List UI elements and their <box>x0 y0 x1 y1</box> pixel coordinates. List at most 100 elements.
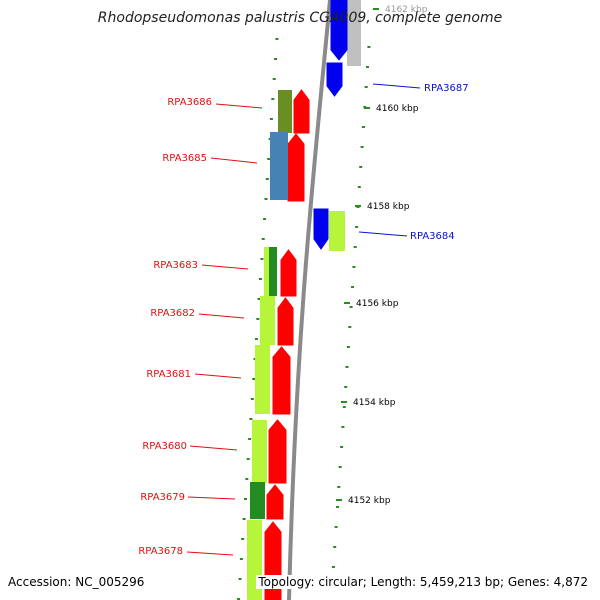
map-title: Rhodopseudomonas palustris CGA009, compl… <box>97 10 503 26</box>
tick-mark <box>361 126 365 128</box>
tick-mark <box>353 246 357 248</box>
ruler-label: 4152 kbp <box>348 496 391 506</box>
tick-mark <box>355 226 359 228</box>
tick-mark <box>250 398 254 400</box>
tick-mark <box>249 418 253 420</box>
tick-mark <box>341 426 345 428</box>
gene-label[interactable]: RPA3678 <box>138 546 183 557</box>
tick-mark <box>241 538 245 540</box>
tick-mark <box>344 386 348 388</box>
gene-arrow <box>313 208 329 250</box>
ruler-label: 4162 kbp <box>385 5 428 15</box>
gene-label[interactable]: RPA3685 <box>162 153 207 164</box>
gene-leader-line <box>194 373 242 379</box>
ruler-tick <box>373 8 379 10</box>
gene-arrow <box>280 249 297 297</box>
gene-cog-bar <box>347 0 361 66</box>
gene-labels: RPA3687 RPA3686 RPA3685 RPA3684 RPA3683 RPA36… <box>138 83 468 557</box>
gene-arrow <box>266 484 284 520</box>
gene-label[interactable]: RPA3681 <box>146 369 191 380</box>
gene-cog-bar <box>252 420 267 483</box>
gene-cog-bar <box>270 132 288 200</box>
gene-arrow <box>293 89 310 134</box>
gene-leader-line <box>210 157 258 164</box>
gene-label[interactable]: RPA3687 <box>424 83 469 94</box>
tick-mark <box>336 506 339 508</box>
gene-cog-bar <box>255 345 270 414</box>
tick-mark <box>342 406 346 408</box>
tick-marks <box>237 38 371 600</box>
tick-mark <box>264 198 268 200</box>
gene-cog-bar <box>269 247 277 296</box>
gene-arrow <box>287 133 305 202</box>
ruler-label: 4156 kbp <box>356 299 399 309</box>
ruler-label: 4154 kbp <box>353 398 396 408</box>
tick-mark <box>338 466 342 468</box>
tick-mark <box>274 58 277 60</box>
tick-mark <box>351 286 354 288</box>
tick-mark <box>334 526 338 528</box>
tick-mark <box>360 146 364 148</box>
gene-arrow <box>330 0 348 61</box>
gene-label[interactable]: RPA3680 <box>142 441 187 452</box>
gene-leader-line <box>189 445 238 451</box>
ruler-tick <box>364 107 370 109</box>
tick-mark <box>275 38 279 40</box>
gene-arrow <box>272 346 291 415</box>
tick-mark <box>238 578 242 580</box>
summary-text: Topology: circular; Length: 5,459,213 bp… <box>256 575 590 589</box>
gene-leader-line <box>358 231 408 237</box>
gene-cog-bar <box>250 482 265 519</box>
accession-text: Accession: NC_005296 <box>8 575 145 589</box>
gene-features <box>247 0 361 600</box>
gene-leader-line <box>186 551 234 556</box>
gene-arrow <box>277 297 294 346</box>
gene-cog-bar <box>329 211 345 251</box>
genome-backbone <box>287 0 332 600</box>
gene-arrow <box>268 419 287 484</box>
ruler-tick <box>355 205 361 207</box>
gene-label[interactable]: RPA3686 <box>167 97 212 108</box>
tick-mark <box>239 558 243 560</box>
tick-mark <box>259 278 262 280</box>
gene-arrow <box>326 62 343 97</box>
ruler-tick <box>344 302 350 304</box>
tick-mark <box>271 98 275 100</box>
ruler-label: 4158 kbp <box>367 202 410 212</box>
tick-mark <box>367 46 371 48</box>
tick-mark <box>359 166 363 168</box>
ruler-tick <box>341 401 347 403</box>
tick-mark <box>349 306 353 308</box>
tick-mark <box>265 178 269 180</box>
ruler-labels: 4162 kbp 4160 kbp 4158 kbp 4156 kbp 4154 kbp… <box>336 5 428 506</box>
tick-mark <box>245 478 249 480</box>
tick-mark <box>346 346 350 348</box>
tick-mark <box>357 186 361 188</box>
tick-mark <box>242 518 246 520</box>
tick-mark <box>269 118 273 120</box>
tick-mark <box>267 158 271 160</box>
tick-mark <box>244 498 247 500</box>
tick-mark <box>345 366 349 368</box>
gene-label[interactable]: RPA3679 <box>140 492 185 503</box>
gene-label[interactable]: RPA3683 <box>153 260 198 271</box>
gene-cog-bar <box>260 296 275 345</box>
tick-mark <box>272 78 276 80</box>
tick-mark <box>248 438 252 440</box>
tick-mark <box>333 546 337 548</box>
tick-mark <box>366 66 369 68</box>
tick-mark <box>237 598 241 600</box>
gene-leader-line <box>187 496 236 500</box>
tick-mark <box>260 258 264 260</box>
tick-mark <box>348 326 352 328</box>
gene-leader-line <box>215 103 263 109</box>
tick-mark <box>261 238 265 240</box>
gene-label[interactable]: RPA3682 <box>150 308 195 319</box>
gene-label[interactable]: RPA3684 <box>410 231 455 242</box>
gene-cog-bar <box>278 90 292 133</box>
gene-leader-line <box>372 83 421 89</box>
ruler-tick <box>336 499 342 501</box>
tick-mark <box>263 218 267 220</box>
tick-mark <box>352 266 356 268</box>
